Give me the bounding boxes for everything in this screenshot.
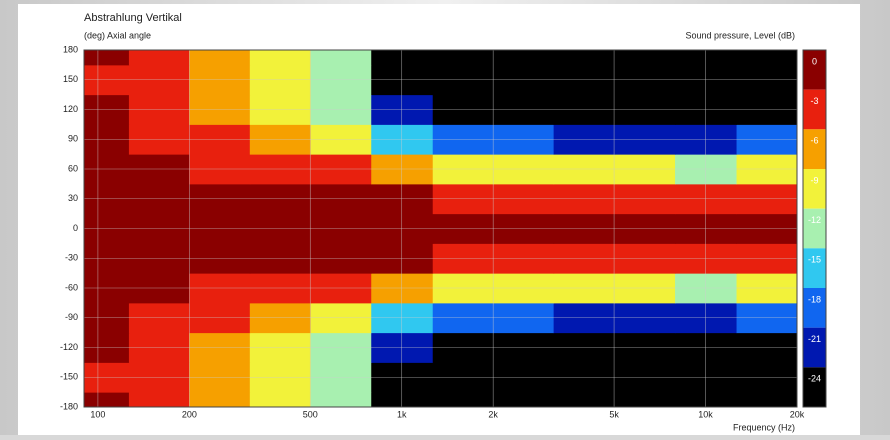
heat-cell: [614, 392, 676, 408]
colorbar-tick-label: -24: [808, 374, 821, 384]
heat-cell: [371, 50, 434, 66]
heat-cell: [432, 50, 494, 66]
y-tick-label: -180: [60, 401, 78, 411]
y-tick-label: -90: [65, 312, 78, 322]
x-tick-label: 1k: [397, 409, 407, 419]
heat-cell: [675, 392, 738, 408]
heat-cell: [493, 392, 555, 408]
heat-cell: [675, 50, 738, 66]
y-tick-label: 0: [73, 223, 78, 233]
heat-cell: [553, 50, 616, 66]
heat-cell: [553, 392, 616, 408]
colorbar-band: [803, 248, 826, 288]
colorbar-tick-label: -18: [808, 294, 821, 304]
heat-cell: [310, 392, 372, 408]
heat-cell: [249, 50, 312, 66]
heat-cell: [84, 392, 130, 408]
heat-cell: [432, 392, 494, 408]
colorbar-label: Sound pressure, Level (dB): [685, 30, 795, 40]
colorbar-tick-label: -12: [808, 215, 821, 225]
heat-cell: [493, 50, 555, 66]
colorbar-band: [803, 129, 826, 169]
heat-cell: [189, 392, 251, 408]
y-tick-label: -60: [65, 282, 78, 292]
y-tick-label: 120: [63, 104, 78, 114]
colorbar-tick-label: -21: [808, 334, 821, 344]
y-tick-label: -150: [60, 372, 78, 382]
y-tick-label: -120: [60, 342, 78, 352]
colorbar-tick-label: -3: [810, 96, 818, 106]
colorbar-band: [803, 50, 826, 90]
heat-cell: [84, 50, 130, 66]
plot-frame: [83, 49, 798, 408]
x-tick-label: 2k: [488, 409, 498, 419]
y-tick-label: 30: [68, 193, 78, 203]
x-tick-label: 100: [90, 409, 105, 419]
colorbar-frame: [802, 49, 827, 408]
colorbar-band: [803, 208, 826, 249]
colorbar-band: [803, 367, 826, 407]
colorbar-band: [803, 89, 826, 130]
heat-cell: [614, 50, 676, 66]
heat-cell: [310, 50, 372, 66]
colorbar-band: [803, 169, 826, 209]
colorbar-tick-label: -6: [810, 136, 818, 146]
colorbar-band: [803, 288, 826, 328]
y-tick-label: 90: [68, 134, 78, 144]
colorbar-tick-label: -15: [808, 255, 821, 265]
colorbar-tick-label: -9: [810, 175, 818, 185]
heat-cell: [249, 392, 312, 408]
heat-cell: [371, 392, 434, 408]
x-axis-label: Frequency (Hz): [733, 422, 795, 432]
y-tick-label: 150: [63, 74, 78, 84]
heat-cell: [189, 50, 251, 66]
y-tick-label: 60: [68, 163, 78, 173]
heat-cell: [128, 392, 190, 408]
heat-cell: [128, 50, 190, 66]
y-tick-label: -30: [65, 253, 78, 263]
chart-title: Abstrahlung Vertikal: [84, 12, 182, 24]
x-tick-label: 20k: [790, 409, 805, 419]
heat-cell: [736, 50, 798, 66]
colorbar-band: [803, 327, 826, 368]
y-axis-label: (deg) Axial angle: [84, 30, 151, 40]
heat-cell: [736, 392, 798, 408]
x-tick-label: 500: [303, 409, 318, 419]
y-tick-label: 180: [63, 44, 78, 54]
colorbar-tick-label: 0: [812, 56, 817, 66]
x-tick-label: 10k: [698, 409, 713, 419]
x-tick-label: 200: [182, 409, 197, 419]
x-tick-label: 5k: [609, 409, 619, 419]
